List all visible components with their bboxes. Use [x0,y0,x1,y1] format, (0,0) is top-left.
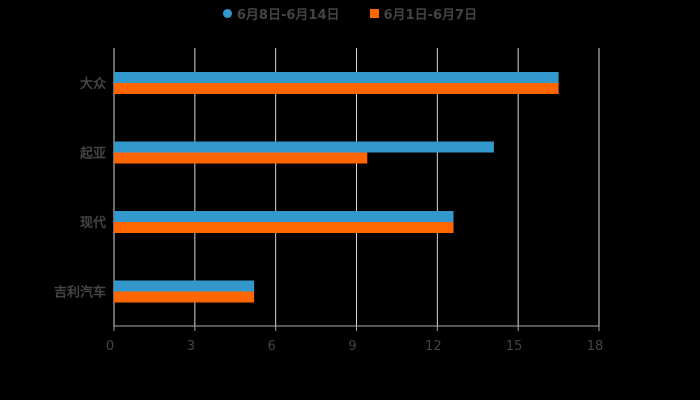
chart-legend: 6月8日-6月14日 6月1日-6月7日 [0,4,700,23]
bar[interactable] [114,152,368,164]
x-tick-label: 3 [187,339,195,354]
category-label: 吉利汽车 [54,285,106,301]
category-label: 大众 [80,76,106,92]
bar[interactable] [114,280,255,292]
legend-swatch-circle-icon [222,9,232,18]
x-tick-label: 0 [106,339,114,354]
x-tick-label: 9 [348,339,356,354]
x-tick-label: 6 [268,339,276,354]
bar[interactable] [114,211,454,222]
x-tick-label: 12 [425,339,442,354]
bar[interactable] [114,222,454,233]
legend-label: 6月1日-6月7日 [383,8,478,23]
x-tick-label: 18 [587,339,604,354]
category-label: 起亚 [79,146,106,162]
legend-item-series-2[interactable]: 6月1日-6月7日 [369,4,478,23]
bar[interactable] [114,72,559,83]
legend-label: 6月8日-6月14日 [236,8,340,23]
legend-swatch-square-icon [369,9,379,18]
category-label: 现代 [80,215,106,231]
x-tick-label: 15 [506,339,523,354]
bar[interactable] [114,141,494,153]
bar[interactable] [114,291,255,303]
legend-item-series-1[interactable]: 6月8日-6月14日 [222,4,340,23]
bar[interactable] [114,83,559,94]
